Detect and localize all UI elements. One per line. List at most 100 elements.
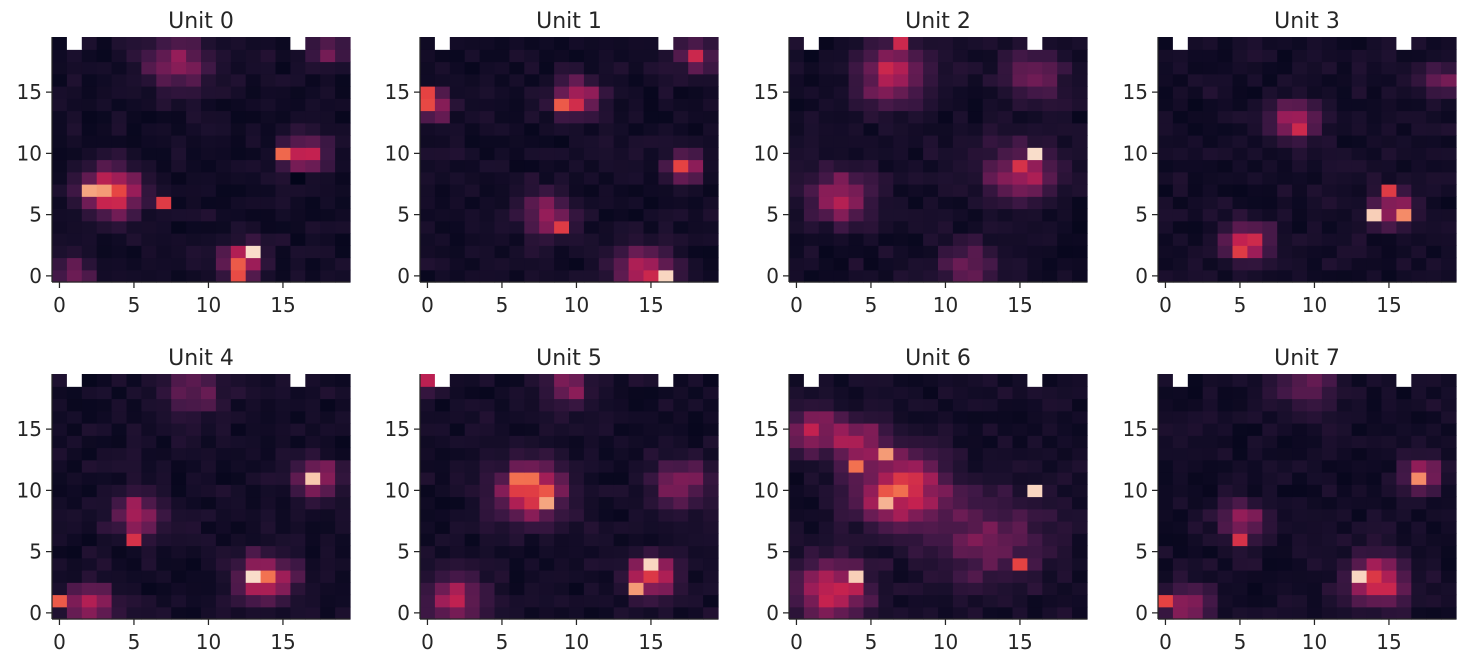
heatmap-cell [803,49,820,63]
heatmap-cell [1217,159,1234,173]
heatmap-cell [1277,570,1293,583]
heatmap-cell [848,110,865,124]
heatmap-cell [952,398,969,412]
heatmap-cell [509,86,525,99]
heatmap-cell [1381,269,1397,283]
heatmap-cell [420,122,436,136]
heatmap-cell [1441,220,1457,234]
heatmap-cell [201,423,217,436]
heatmap-cell [1396,86,1412,99]
heatmap-cell [215,557,232,571]
heatmap-cell [1307,257,1323,271]
heatmap-cell [908,472,924,485]
heatmap-cell [479,533,496,547]
heatmap-cell [1042,533,1058,547]
heatmap-cell [66,49,83,63]
heatmap-cell [81,545,98,559]
heatmap-cell [923,374,939,387]
heatmap-cell [1057,98,1073,112]
heatmap-cell [658,110,674,124]
heatmap-cell [848,386,865,400]
y-tick-label: 5 [397,203,410,227]
heatmap-cell [569,257,585,271]
heatmap-cell [1262,159,1278,173]
heatmap-cell [186,508,202,522]
heatmap-cell [464,447,481,461]
heatmap-cell [833,386,850,400]
heatmap-cell [290,423,306,436]
heatmap-cell [803,570,820,583]
heatmap-cell [908,594,924,608]
heatmap-cell [1187,447,1204,461]
heatmap-cell [275,245,291,259]
heatmap-cell [111,386,128,400]
heatmap-cell [230,208,247,222]
heatmap-cell [1381,73,1397,87]
heatmap-cell [1232,208,1248,222]
heatmap-cell [833,110,850,124]
heatmap-cell [1321,521,1338,534]
heatmap-cell [320,545,336,559]
heatmap-cell [1232,374,1248,387]
heatmap-cell [1307,73,1323,87]
heatmap-cell [1232,269,1248,283]
heatmap-cell [434,61,451,75]
heatmap-cell [1366,606,1383,620]
heatmap-cell [230,73,247,87]
heatmap-cell [848,171,865,185]
heatmap-cell [434,557,451,571]
heatmap-cell [1396,233,1412,246]
heatmap-cell [1072,220,1088,234]
heatmap-cell [923,196,939,210]
heatmap-cell [938,594,954,608]
heatmap-cell [126,49,142,63]
heatmap-cell [938,122,954,136]
heatmap-cell [1262,233,1278,246]
heatmap-cell [893,220,909,234]
heatmap-cell [1027,545,1043,559]
heatmap-cell [186,545,202,559]
heatmap-cell [833,61,850,75]
heatmap-cell [658,49,674,63]
heatmap-cell [1158,533,1174,547]
heatmap-cell [554,269,570,283]
heatmap-cell [569,135,585,148]
heatmap-cell [1336,521,1353,534]
x-tick-label: 5 [496,630,509,654]
heatmap-cell [1027,557,1043,571]
heatmap-cell [524,171,540,185]
heatmap-cell [1202,269,1219,283]
heatmap-cell [583,557,600,571]
heatmap-cell [1396,208,1412,222]
heatmap-cell [878,386,894,400]
heatmap-cell [1172,521,1189,534]
heatmap-cell [1396,61,1412,75]
heatmap-cell [688,245,704,259]
heatmap-cell [141,435,157,449]
heatmap-cell [1262,110,1278,124]
heatmap-cell [1042,37,1058,50]
heatmap-cell [923,147,939,161]
heatmap-cell [1158,37,1174,50]
heatmap-cell [66,582,83,596]
heatmap-cell [420,147,436,161]
heatmap-cell [1262,86,1278,99]
heatmap-cell [1426,135,1442,148]
heatmap-cell [524,208,540,222]
heatmap-cell [1411,545,1427,559]
heatmap-cell [539,147,555,161]
heatmap-cell [863,557,879,571]
heatmap-cell [598,545,615,559]
heatmap-cell [818,435,835,449]
heatmap-cell [688,73,704,87]
heatmap-cell [1012,61,1028,75]
heatmap-cell [434,98,451,112]
heatmap-cell [554,171,570,185]
heatmap-cell [215,508,232,522]
heatmap-cell [335,86,351,99]
heatmap-cell [598,496,615,510]
heatmap-cell [126,233,142,246]
heatmap-cell [1042,49,1058,63]
heatmap-cell [1202,545,1219,559]
